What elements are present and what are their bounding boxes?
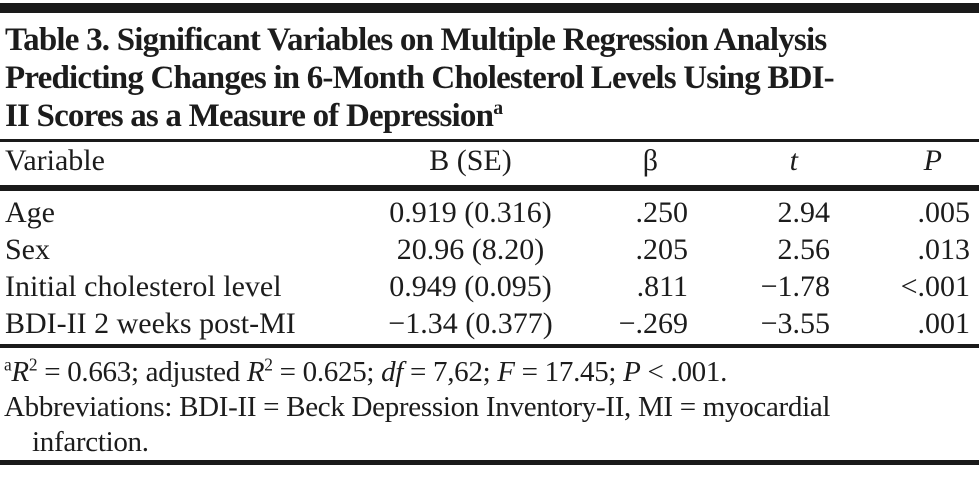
- bottom-rule: [0, 460, 979, 465]
- footnote-marker: a: [4, 354, 12, 375]
- table-header-row: Variable B (SE) β t P: [0, 142, 979, 191]
- cell-variable: Sex: [5, 233, 50, 266]
- cell-variable: Age: [5, 196, 55, 229]
- table-row: BDI-II 2 weeks post-MI −1.34 (0.377) −.2…: [0, 305, 979, 348]
- cell-b-se: −1.34 (0.377): [368, 305, 573, 348]
- footnote-stat-text: R: [11, 356, 29, 388]
- footnote-stat-text: = 7,62;: [403, 356, 498, 388]
- column-header-p: P: [833, 142, 979, 191]
- cell-p: <.001: [900, 270, 970, 303]
- table-row: Age 0.919 (0.316) .250 2.94 .005: [0, 188, 979, 231]
- column-header-variable: Variable: [0, 142, 368, 191]
- footnote-stat-text: = 17.45;: [514, 356, 624, 388]
- footnote-stat-text: 2: [28, 354, 38, 375]
- footnote-stat-text: 2: [264, 354, 273, 375]
- table-title-footnote-marker: a: [493, 97, 503, 119]
- table-title-line-3-text: II Scores as a Measure of Depression: [5, 98, 494, 134]
- footnote-stat-text: < .001.: [640, 356, 728, 388]
- table-title-line-3: II Scores as a Measure of Depressiona: [5, 97, 977, 135]
- column-header-t: t: [691, 142, 833, 191]
- cell-p: .005: [917, 196, 971, 229]
- footnote-stat-text: = 0.625;: [272, 356, 382, 388]
- cell-t: 2.56: [777, 233, 831, 266]
- table-title-line-1: Table 3. Significant Variables on Multip…: [5, 22, 827, 58]
- journal-table-figure: Table 3. Significant Variables on Multip…: [0, 3, 979, 479]
- cell-variable: Initial cholesterol level: [5, 270, 282, 303]
- table-title-line-2: Predicting Changes in 6-Month Cholestero…: [5, 60, 835, 96]
- footnote-stat-text: = 0.663; adjusted: [37, 356, 247, 388]
- cell-beta: .205: [635, 233, 689, 266]
- column-header-b-se: B (SE): [368, 142, 573, 191]
- cell-beta: −.269: [573, 305, 691, 348]
- regression-table: Variable B (SE) β t P Age 0.919 (0.316) …: [0, 142, 979, 348]
- cell-b-se: 0.949 (0.095): [389, 270, 552, 303]
- footnote-stat-text: df: [381, 356, 404, 388]
- footnote-statistics: aR2 = 0.663; adjusted R2 = 0.625; df = 7…: [4, 355, 975, 390]
- footnote-abbreviations-line-1: Abbreviations: BDI-II = Beck Depression …: [4, 391, 831, 423]
- footnote-abbreviations-line-2: infarction.: [32, 426, 149, 458]
- rule-under-title: [0, 139, 979, 142]
- cell-p: .013: [917, 233, 971, 266]
- table-title: Table 3. Significant Variables on Multip…: [0, 13, 979, 139]
- cell-t: 2.94: [777, 196, 831, 229]
- cell-p: .001: [833, 305, 979, 348]
- cell-t: −3.55: [691, 305, 833, 348]
- cell-beta: .250: [635, 196, 689, 229]
- cell-t: −1.78: [760, 270, 830, 303]
- table-footnotes: aR2 = 0.663; adjusted R2 = 0.625; df = 7…: [0, 348, 979, 460]
- footnote-stat-text: P: [623, 356, 641, 388]
- cell-variable: BDI-II 2 weeks post-MI: [0, 305, 368, 348]
- cell-b-se: 20.96 (8.20): [396, 233, 545, 266]
- table-row: Sex 20.96 (8.20) .205 2.56 .013: [0, 231, 979, 268]
- footnote-stat-text: R: [246, 356, 265, 388]
- column-header-beta: β: [573, 142, 691, 191]
- footnote-stat-text: F: [497, 356, 515, 388]
- top-rule: [0, 3, 979, 13]
- table-row: Initial cholesterol level 0.949 (0.095) …: [0, 268, 979, 305]
- cell-b-se: 0.919 (0.316): [389, 196, 552, 229]
- cell-beta: .811: [636, 270, 688, 303]
